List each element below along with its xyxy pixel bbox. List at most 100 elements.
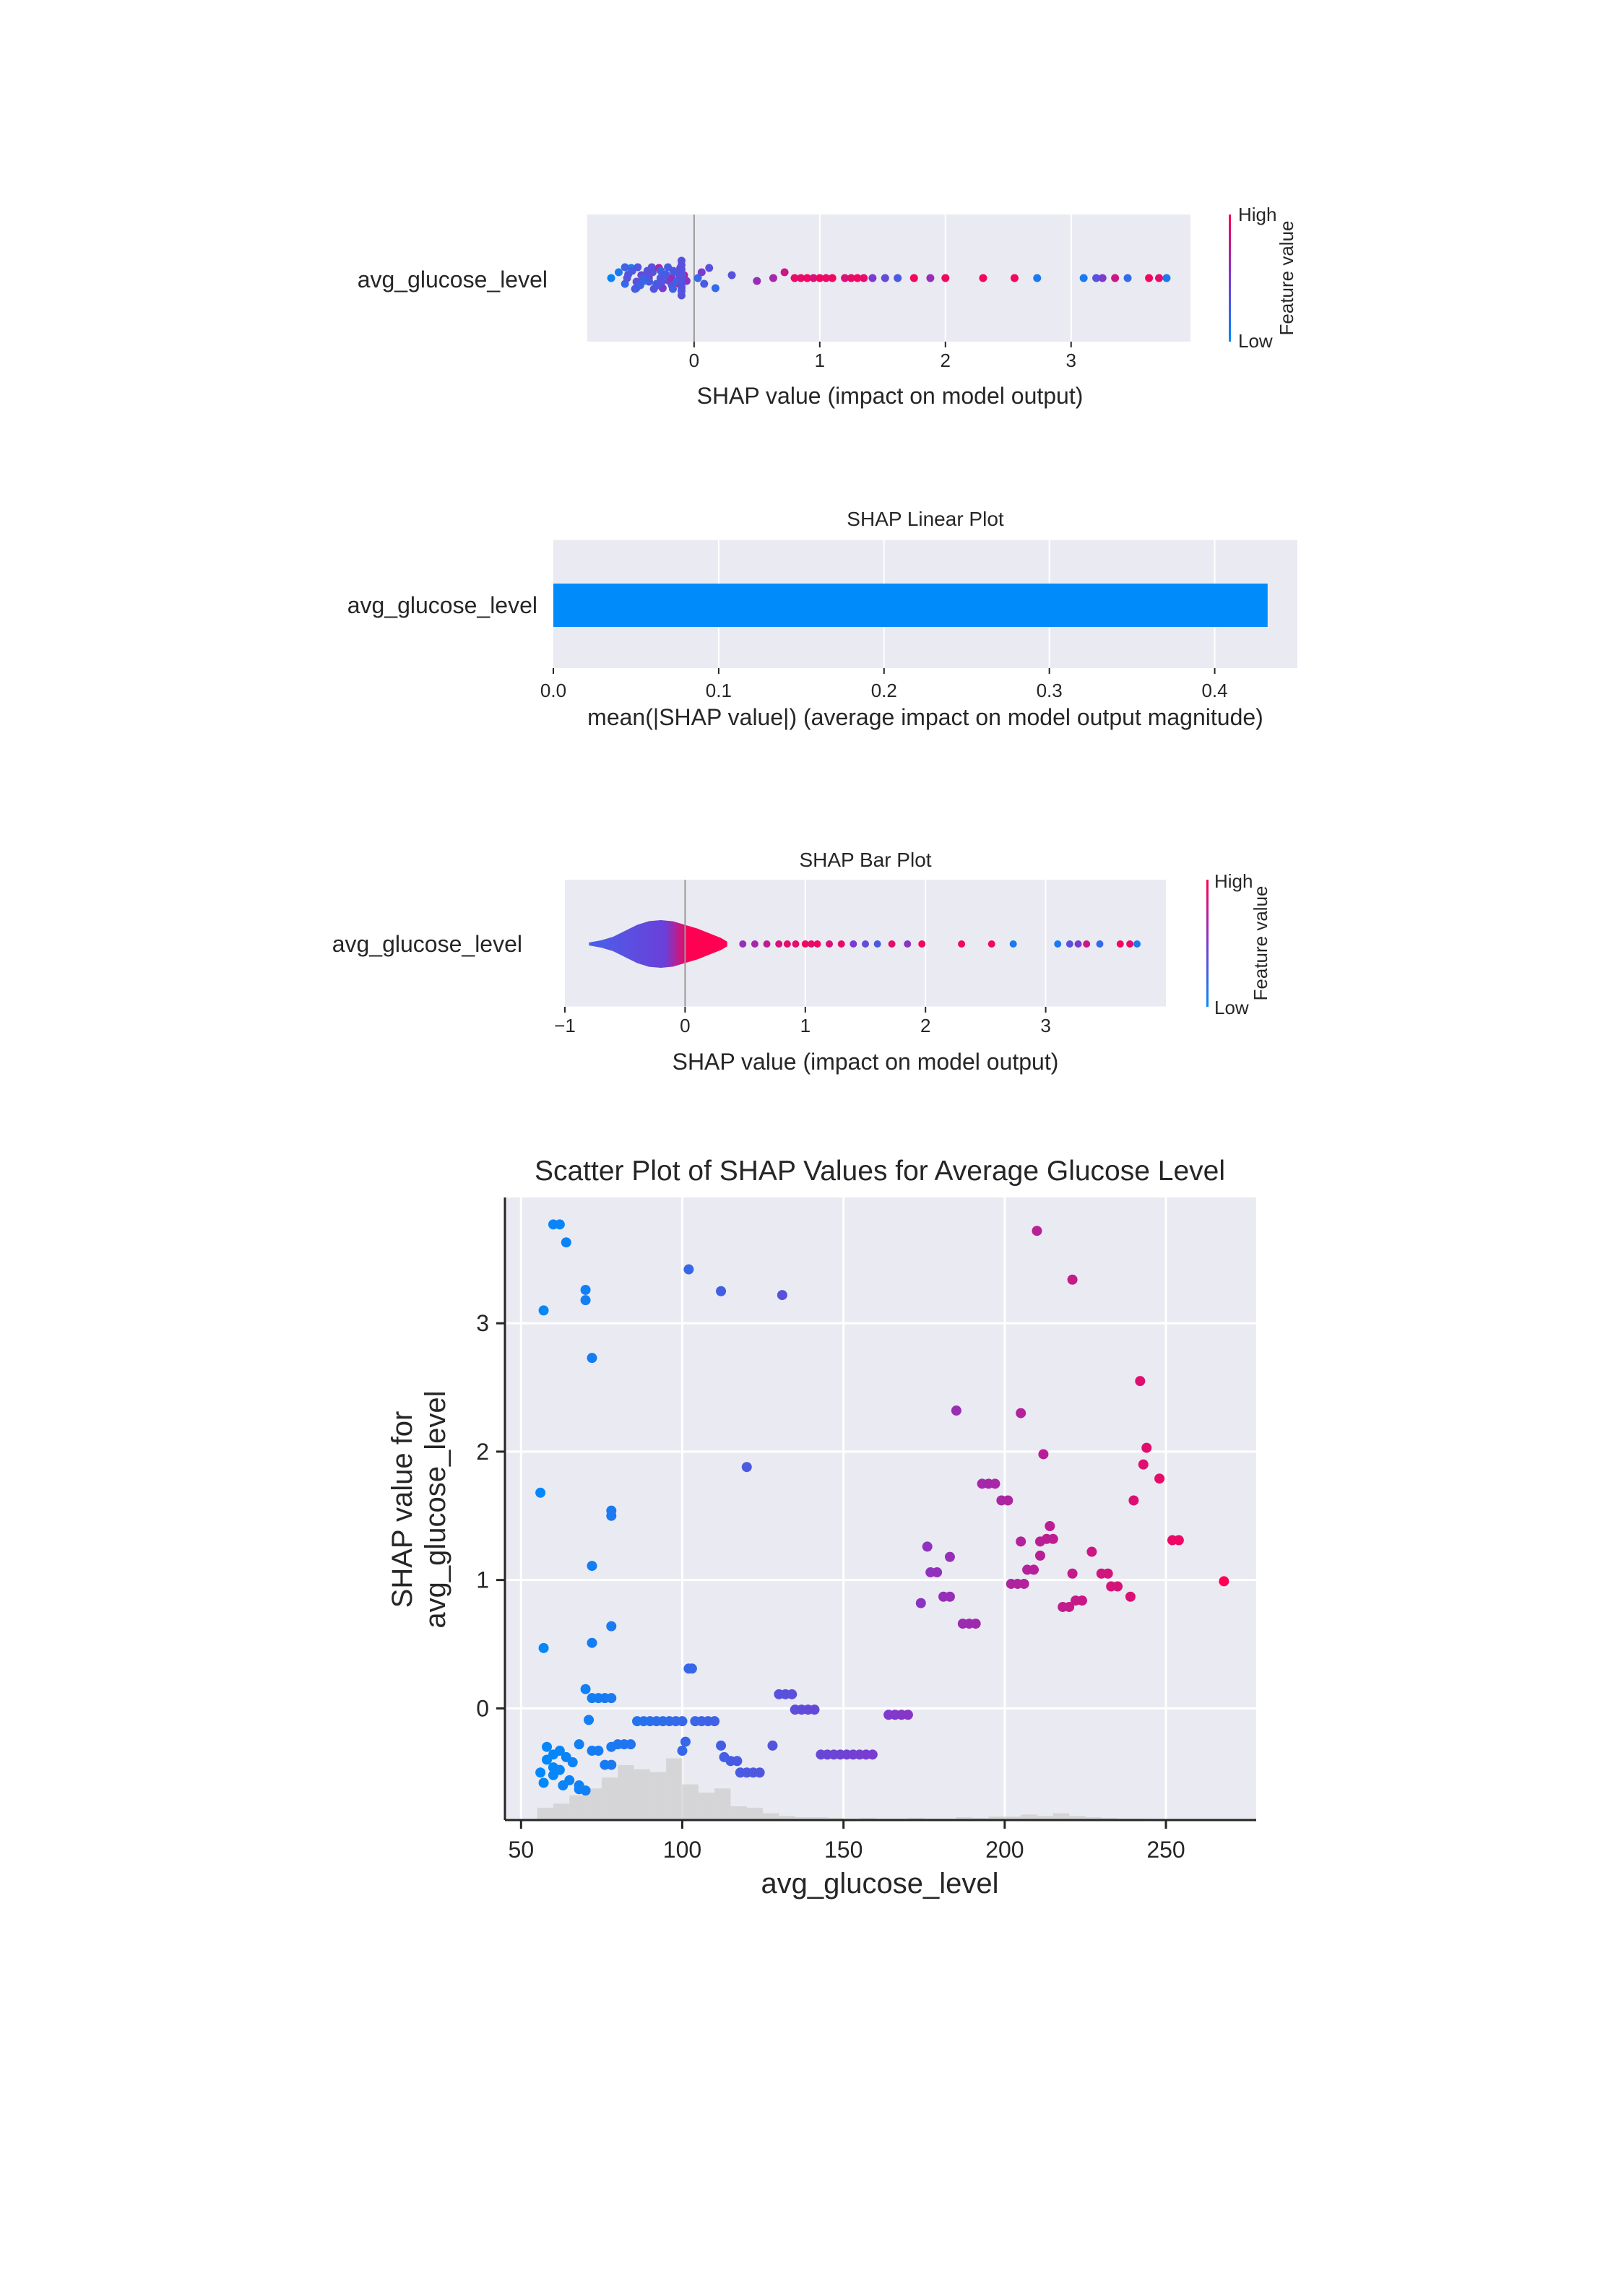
- beeswarm-point: [1162, 274, 1171, 282]
- scatter-point: [1067, 1274, 1078, 1285]
- violin-tail-point: [862, 940, 869, 948]
- violin-density-shape: [589, 920, 727, 968]
- beeswarm-point: [926, 274, 935, 282]
- scatter-point: [1154, 1473, 1165, 1484]
- scatter-point: [554, 1219, 565, 1230]
- scatter-point: [1076, 1595, 1087, 1606]
- scatter-point: [716, 1286, 727, 1296]
- histogram-bin: [714, 1788, 731, 1820]
- violin-tail-point: [763, 940, 771, 948]
- scatter-y-ticks: 0 1 2 3: [476, 1310, 505, 1721]
- scatter-point: [767, 1740, 778, 1751]
- violin-x-axis-label: SHAP value (impact on model output): [673, 1049, 1059, 1075]
- beeswarm-point: [1145, 274, 1154, 282]
- histogram-bin: [601, 1777, 618, 1820]
- beeswarm-point: [697, 268, 706, 277]
- beeswarm-point: [979, 274, 987, 282]
- scatter-point: [709, 1716, 720, 1727]
- scatter-point: [558, 1780, 569, 1791]
- violin-tail-point: [1065, 940, 1073, 948]
- beeswarm-point: [621, 263, 629, 272]
- scatter-point: [554, 1746, 565, 1756]
- beeswarm-point: [607, 274, 615, 282]
- beeswarm-colorbar-label: Feature value: [1276, 221, 1297, 336]
- beeswarm-point: [853, 274, 862, 282]
- histogram-bin: [1021, 1814, 1037, 1820]
- scatter-point: [1138, 1459, 1149, 1470]
- scatter-point: [1003, 1495, 1013, 1506]
- linear-bar-x-tick-label: 0.4: [1201, 680, 1227, 701]
- beeswarm-point: [822, 274, 831, 282]
- violin-x-tick-label: 3: [1040, 1015, 1050, 1036]
- violin-tail-point: [1116, 940, 1124, 948]
- violin-feature-label: avg_glucose_level: [332, 931, 522, 957]
- beeswarm-x-tick-label: 0: [689, 350, 699, 371]
- linear-bar-x-tick-label: 0.1: [706, 680, 732, 701]
- scatter-point: [922, 1541, 933, 1552]
- violin-colorbar: [1206, 880, 1209, 1007]
- scatter-point: [584, 1715, 595, 1725]
- scatter-y-axis-label: SHAP value foravg_glucose_level: [386, 1390, 451, 1628]
- violin-tail-point: [801, 940, 809, 948]
- scatter-x-tick-label: 100: [663, 1837, 701, 1863]
- scatter-point: [1086, 1546, 1097, 1557]
- scatter-point: [587, 1561, 597, 1572]
- beeswarm-point: [1155, 274, 1164, 282]
- scatter-y-axis-label-line: avg_glucose_level: [420, 1390, 451, 1628]
- dependence-scatter-chart: Scatter Plot of SHAP Values for Average …: [386, 1156, 1256, 1899]
- histogram-bin: [537, 1807, 553, 1820]
- scatter-y-tick-label: 0: [476, 1695, 489, 1721]
- scatter-point: [990, 1478, 1000, 1489]
- histogram-bin: [618, 1765, 634, 1820]
- scatter-point: [1135, 1376, 1146, 1387]
- histogram-bin: [956, 1817, 973, 1820]
- scatter-point: [686, 1663, 697, 1674]
- scatter-point: [787, 1689, 797, 1699]
- beeswarm-point: [645, 277, 654, 286]
- histogram-bin: [585, 1788, 602, 1820]
- histogram-bin: [569, 1795, 586, 1820]
- violin-x-tick-label: 2: [920, 1015, 930, 1036]
- violin-tail-point: [850, 940, 857, 948]
- scatter-point: [944, 1591, 955, 1602]
- beeswarm-point: [1098, 274, 1107, 282]
- histogram-bin: [1037, 1816, 1053, 1820]
- beeswarm-point: [847, 274, 855, 282]
- beeswarm-point: [1092, 274, 1101, 282]
- scatter-point: [902, 1710, 913, 1720]
- scatter-x-ticks: 50 100 150 200 250: [509, 1820, 1185, 1863]
- histogram-bin: [779, 1816, 795, 1820]
- histogram-bin: [698, 1793, 715, 1820]
- violin-colorbar-label: Feature value: [1250, 886, 1271, 1001]
- scatter-point: [1141, 1442, 1152, 1453]
- beeswarm-point: [614, 268, 623, 277]
- beeswarm-point: [941, 274, 950, 282]
- scatter-point: [606, 1621, 617, 1632]
- scatter-point: [677, 1746, 688, 1756]
- violin-tail-point: [808, 940, 816, 948]
- histogram-bin: [730, 1806, 747, 1820]
- histogram-bin: [553, 1803, 570, 1820]
- scatter-point: [970, 1619, 981, 1629]
- beeswarm-colorbar: [1229, 215, 1231, 342]
- histogram-bin: [1004, 1816, 1021, 1820]
- violin-tail-point: [1054, 940, 1062, 948]
- beeswarm-point: [705, 264, 714, 272]
- scatter-point: [580, 1295, 591, 1306]
- beeswarm-point: [1079, 274, 1088, 282]
- scatter-point: [606, 1510, 617, 1521]
- scatter-point: [535, 1487, 546, 1498]
- histogram-bin: [666, 1758, 683, 1820]
- violin-x-ticks: −1 0 1 2 3: [554, 1007, 1051, 1036]
- histogram-bin: [1069, 1816, 1086, 1820]
- violin-tail-point: [739, 940, 747, 948]
- scatter-point: [538, 1305, 549, 1316]
- violin-x-tick-label: 1: [800, 1015, 810, 1036]
- beeswarm-x-tick-label: 2: [941, 350, 951, 371]
- scatter-point: [1047, 1533, 1058, 1544]
- scatter-point: [1016, 1408, 1026, 1418]
- scatter-point: [1034, 1550, 1045, 1561]
- violin-colorbar-high: High: [1214, 870, 1253, 892]
- beeswarm-points: [607, 256, 1171, 300]
